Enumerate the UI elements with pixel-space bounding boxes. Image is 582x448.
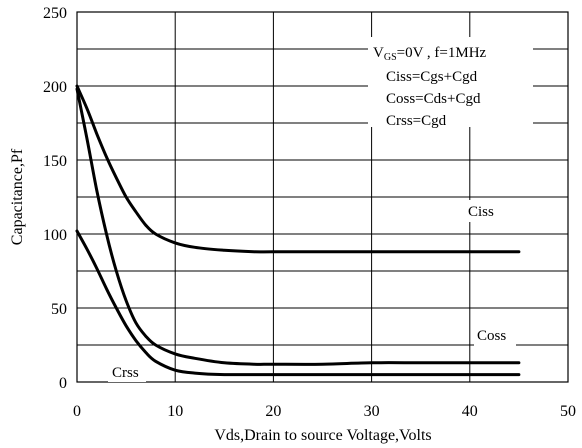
series-line-coss — [75, 87, 521, 366]
ciss-label-background — [464, 200, 504, 222]
annotation-vgs: VGS=0V , f=1MHz — [373, 45, 487, 63]
annotation-coss-definition: Coss=Cds+Cgd — [386, 91, 481, 107]
x-tick-label: 20 — [265, 403, 281, 420]
annotation-box — [368, 37, 533, 127]
x-tick-labels: 0 10 20 30 40 50 — [73, 403, 576, 420]
y-tick-label: 150 — [43, 153, 67, 170]
y-tick-label: 200 — [43, 79, 67, 96]
y-tick-label: 250 — [43, 5, 67, 22]
plot-frame — [76, 11, 569, 383]
series-curves — [75, 84, 521, 377]
x-tick-label: 10 — [167, 403, 183, 420]
series-label-coss: Coss — [477, 328, 506, 344]
x-axis-label: Vds,Drain to source Voltage,Volts — [214, 427, 431, 444]
series-label-crss: Crss — [112, 365, 139, 381]
annotation-crss-definition: Crss=Cgd — [386, 113, 447, 129]
x-tick-label: 50 — [560, 403, 576, 420]
x-tick-label: 30 — [364, 403, 380, 420]
series-line-ciss — [75, 84, 521, 254]
y-tick-label: 0 — [59, 375, 67, 392]
crss-label-background — [108, 362, 146, 382]
x-tick-label: 40 — [462, 403, 478, 420]
annotation-ciss-definition: Ciss=Cgs+Cgd — [386, 69, 478, 85]
y-tick-label: 50 — [51, 301, 67, 318]
x-tick-label: 0 — [73, 403, 81, 420]
series-label-ciss: Ciss — [468, 204, 494, 220]
series-line-crss — [75, 229, 521, 377]
y-tick-labels: 0 50 100 150 200 250 — [43, 5, 67, 392]
coss-label-background — [474, 324, 516, 346]
y-axis-label: Capacitance,Pf — [9, 148, 26, 245]
annotation-background — [368, 37, 533, 127]
y-tick-label: 100 — [43, 227, 67, 244]
